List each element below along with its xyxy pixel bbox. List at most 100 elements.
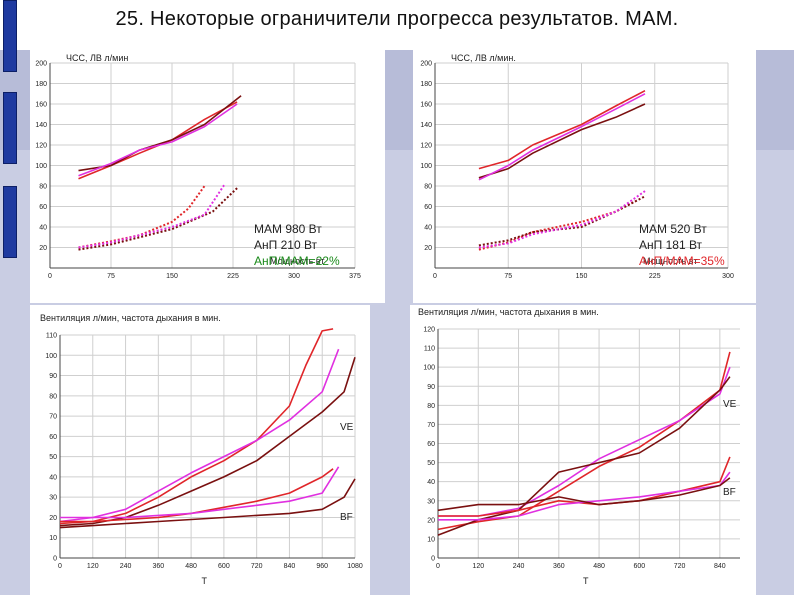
y-tick-label: 20 [39, 245, 47, 252]
y-tick-label: 90 [427, 384, 435, 391]
series-line-1 [59, 328, 334, 525]
x-tick-label: 600 [218, 563, 230, 570]
x-tick-label: 720 [251, 563, 263, 570]
y-tick-label: 40 [427, 479, 435, 486]
y-tick-label: 70 [49, 414, 57, 421]
annotation-line-1: МАМ 520 Вт [639, 222, 707, 236]
x-tick-label: 0 [433, 273, 437, 280]
y-tick-label: 180 [420, 81, 432, 88]
y-axis-title: ЧСС, ЛВ л/мин [66, 53, 128, 63]
y-tick-label: 110 [46, 333, 57, 340]
x-tick-label: 225 [649, 273, 661, 280]
annotation-line-3: АнП/МАМ=35% [639, 254, 725, 268]
series-line-5 [478, 195, 646, 247]
x-tick-label: 840 [284, 563, 296, 570]
series-line-4 [78, 185, 206, 249]
x-tick-label: 600 [633, 563, 645, 570]
x-tick-label: 840 [714, 563, 726, 570]
series-line-4 [60, 468, 334, 523]
x-tick-label: 960 [316, 563, 328, 570]
y-tick-label: 140 [420, 122, 432, 129]
annotation-line-1: МАМ 980 Вт [254, 222, 322, 236]
y-tick-label: 200 [420, 61, 432, 68]
x-tick-label: 360 [152, 563, 164, 570]
y-tick-label: 0 [431, 556, 435, 563]
y-tick-label: 160 [420, 102, 432, 109]
x-tick-label: 75 [504, 273, 512, 280]
x-tick-label: 225 [227, 273, 239, 280]
x-tick-label: 360 [553, 563, 565, 570]
curve-label-ve: VE [340, 422, 354, 433]
x-tick-label: 1080 [347, 563, 363, 570]
y-tick-label: 80 [427, 403, 435, 410]
x-tick-label: 375 [349, 273, 361, 280]
series-line-5 [438, 471, 731, 521]
y-tick-label: 50 [427, 460, 435, 467]
y-tick-label: 0 [53, 556, 57, 563]
x-tick-label: 480 [185, 563, 197, 570]
y-tick-label: 20 [427, 517, 435, 524]
series-line-6 [478, 190, 646, 249]
series-line-3 [78, 103, 238, 177]
y-tick-label: 120 [35, 143, 47, 150]
x-axis-title: Т [202, 576, 208, 586]
series-line-1 [478, 89, 646, 170]
y-tick-label: 180 [35, 81, 47, 88]
y-tick-label: 40 [39, 225, 47, 232]
y-tick-label: 100 [420, 163, 432, 170]
y-tick-label: 160 [35, 102, 47, 109]
series-line-2 [59, 348, 340, 523]
x-tick-label: 480 [593, 563, 605, 570]
annotation-line-2: АнП 181 Вт [639, 238, 703, 252]
side-bar-bottom [3, 186, 17, 258]
y-tick-label: 80 [39, 184, 47, 191]
curve-label-bf: BF [340, 512, 353, 523]
y-axis-title: ЧСС, ЛВ л/мин. [451, 53, 516, 63]
y-tick-label: 80 [49, 393, 57, 400]
chart-ve-right: 0 120 240 360 480 600 720 840 0 10 20 30 40 50 60 70 80 9… [410, 305, 756, 595]
x-tick-label: 0 [58, 563, 62, 570]
series-line-6 [59, 478, 356, 529]
y-tick-label: 40 [424, 225, 432, 232]
x-tick-label: 240 [513, 563, 525, 570]
annotation-line-2: АнП 210 Вт [254, 238, 318, 252]
y-tick-label: 20 [424, 245, 432, 252]
series-line-3 [478, 93, 646, 181]
series-line-2 [478, 103, 646, 179]
x-tick-label: 300 [722, 273, 734, 280]
x-tick-label: 75 [107, 273, 115, 280]
y-tick-label: 100 [423, 365, 435, 372]
x-tick-label: 0 [48, 273, 52, 280]
y-tick-label: 60 [39, 204, 47, 211]
y-tick-label: 200 [35, 61, 47, 68]
y-tick-label: 70 [427, 422, 435, 429]
curve-label-ve: VE [723, 399, 737, 410]
x-axis-title: Т [583, 576, 589, 586]
chart-hr-right: 0 75 150 225 300 20 40 60 80 100 120 140 160 180 200 ЧС… [413, 45, 756, 303]
series-line-5 [78, 187, 238, 251]
y-tick-label: 50 [49, 454, 57, 461]
x-axis-title: Мощность вт [270, 256, 325, 266]
x-axis-title: Мощность вт [643, 256, 698, 266]
y-tick-label: 30 [427, 498, 435, 505]
y-axis-title: Вентиляция л/мин, частота дыхания в мин. [40, 313, 221, 323]
y-tick-label: 90 [49, 373, 57, 380]
chart-ve-left: 0 120 240 360 480 600 720 840 960 1080 0 10 20 30 40 50… [30, 305, 370, 595]
y-tick-label: 60 [49, 434, 57, 441]
x-tick-label: 120 [472, 563, 484, 570]
x-tick-label: 300 [288, 273, 300, 280]
y-tick-label: 140 [35, 122, 47, 129]
y-tick-label: 120 [420, 143, 432, 150]
y-tick-label: 10 [427, 536, 435, 543]
series-line-6 [437, 477, 731, 512]
y-tick-label: 20 [49, 515, 57, 522]
x-tick-label: 150 [166, 273, 178, 280]
y-tick-label: 60 [424, 204, 432, 211]
y-tick-label: 30 [49, 495, 57, 502]
x-tick-label: 240 [120, 563, 132, 570]
side-bar-middle [3, 92, 17, 164]
y-tick-label: 10 [49, 535, 57, 542]
series-line-5 [60, 466, 340, 519]
y-tick-label: 120 [423, 327, 435, 334]
y-tick-label: 60 [427, 441, 435, 448]
